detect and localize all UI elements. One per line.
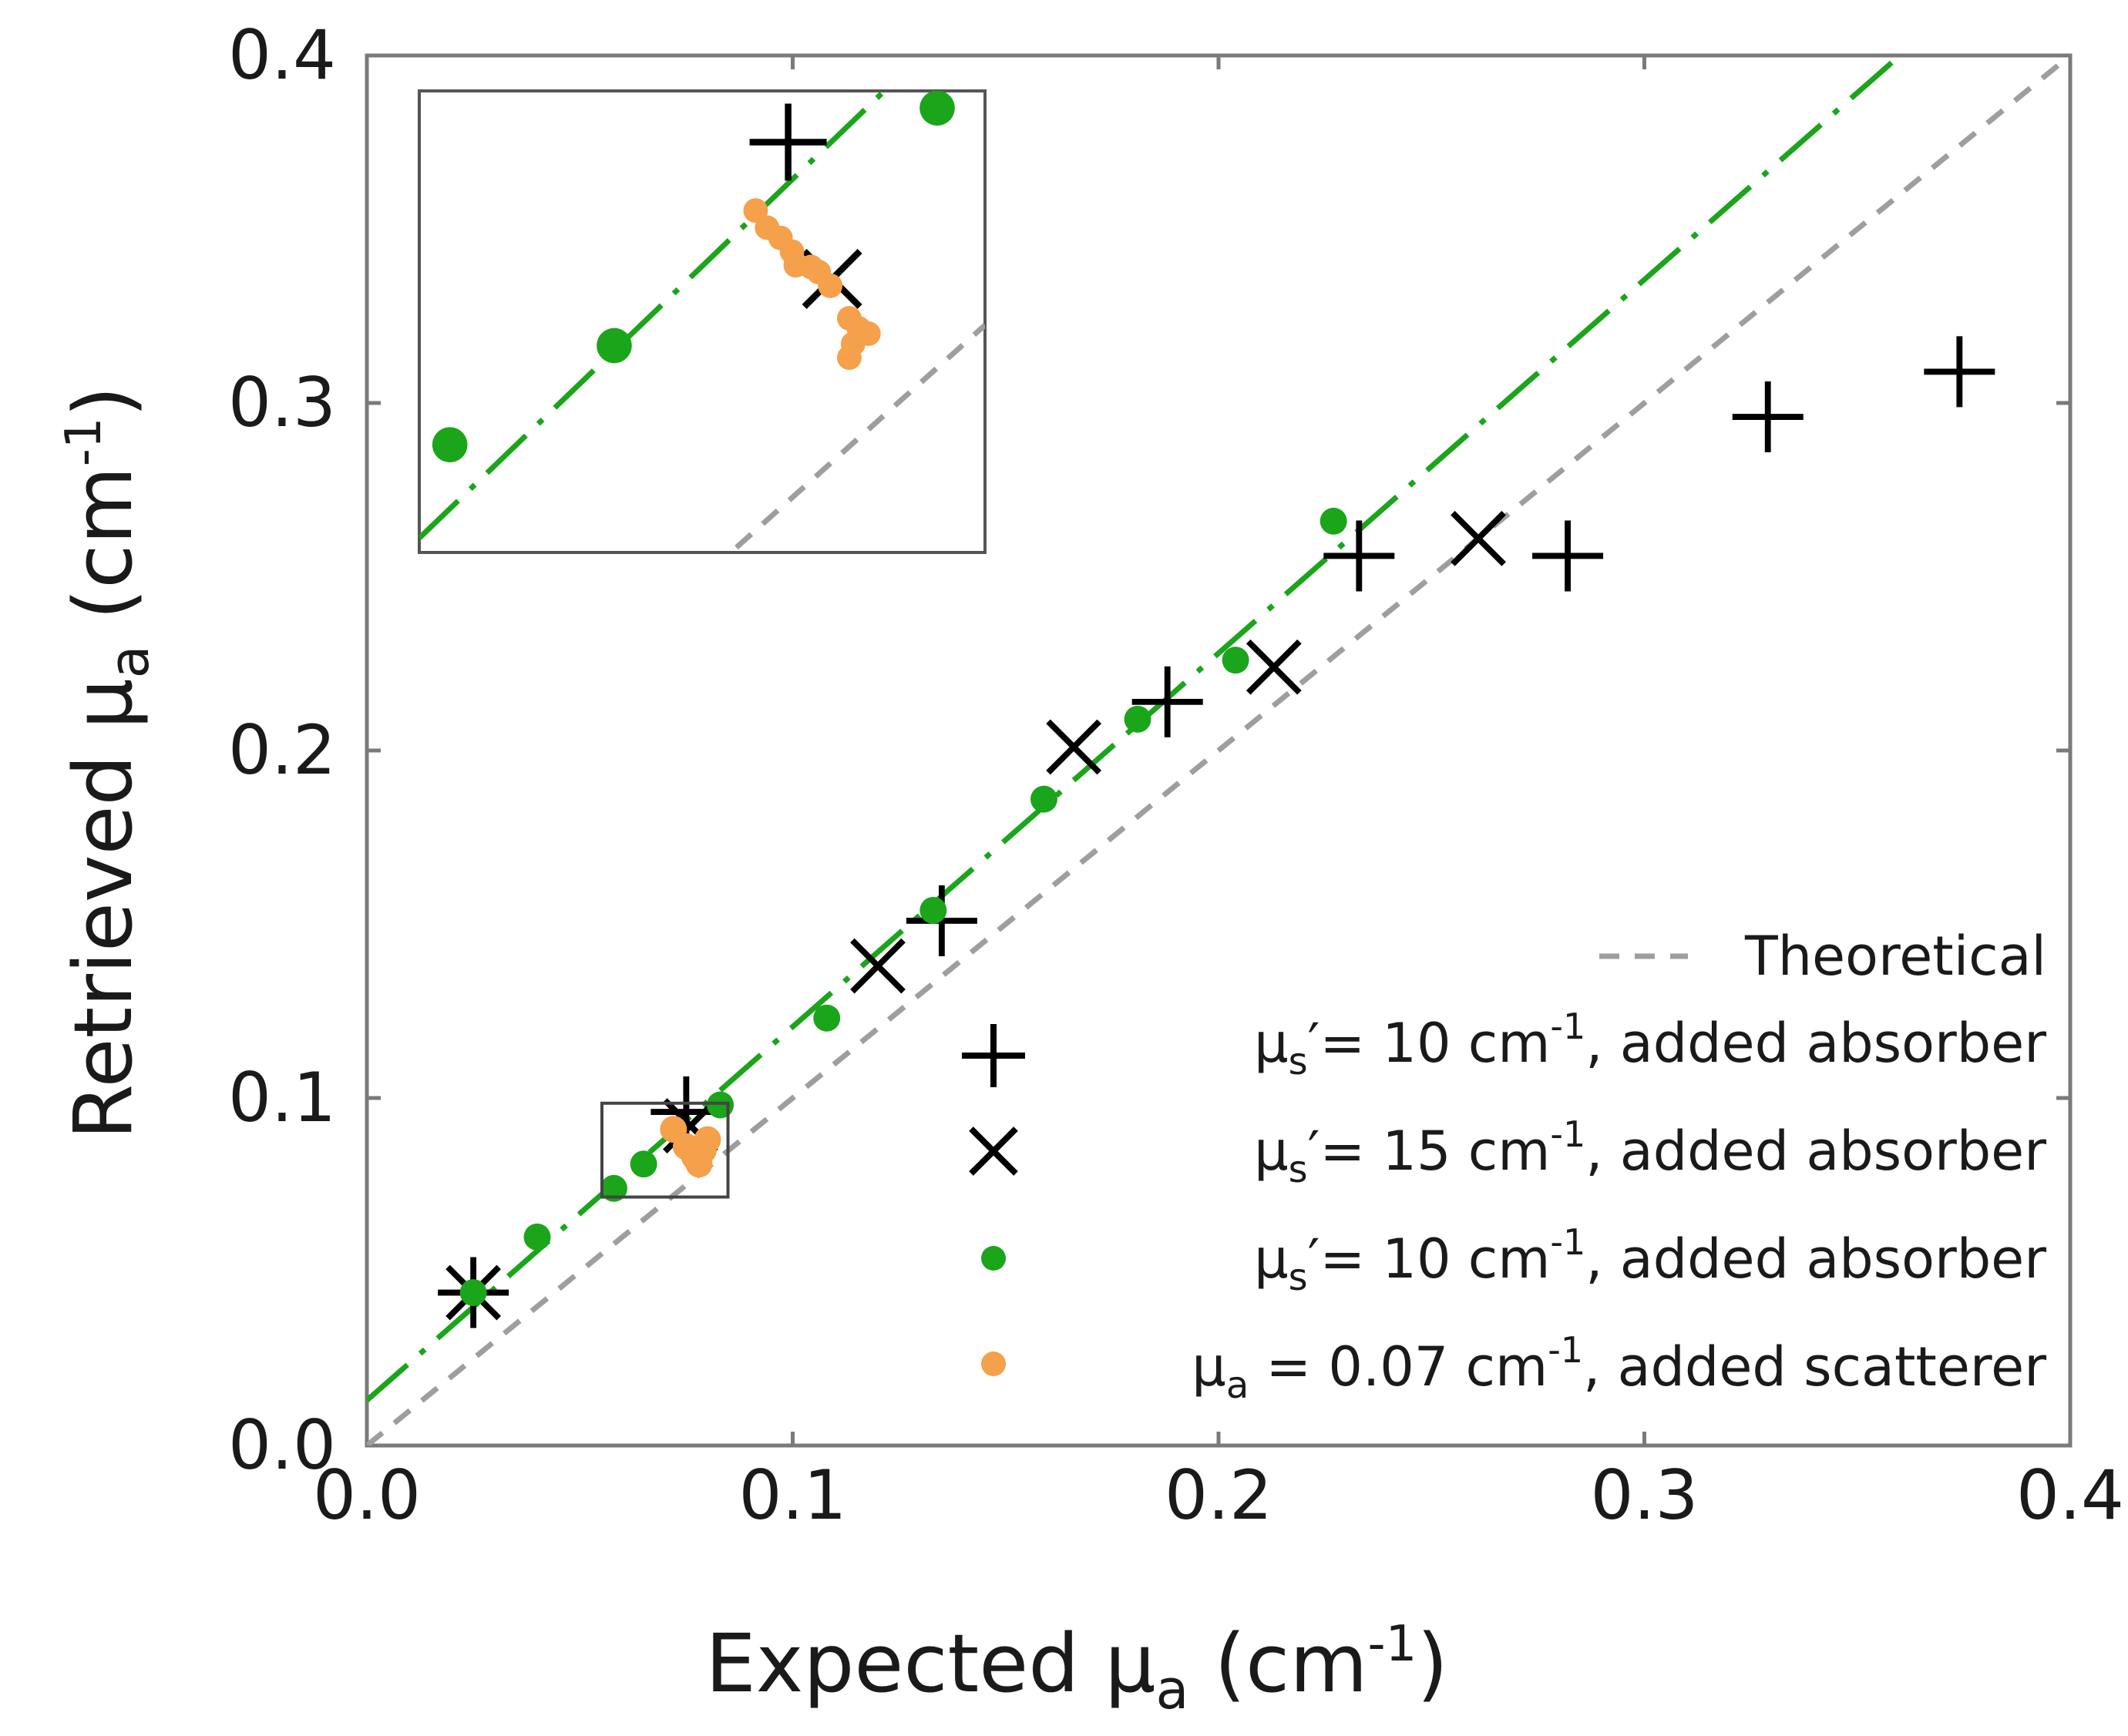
mus10_dot-point-0	[459, 1279, 487, 1307]
theoretical-line	[367, 55, 2070, 1446]
mus15_cross-point-5-b	[1451, 511, 1506, 566]
y-tick-label: 0.0	[228, 1405, 336, 1485]
y-tick-label: 0.4	[228, 15, 336, 95]
mus15_cross-point-3-b	[1046, 719, 1102, 775]
fit-line	[419, 91, 889, 540]
mua007_orange-point-4	[694, 1126, 721, 1153]
legend-plus-marker	[962, 1024, 1025, 1087]
legend-cross-marker	[969, 1127, 1018, 1176]
inset-mus10_dot-point-0	[432, 427, 468, 463]
mus10_dot-point-8	[1124, 705, 1151, 733]
inset-plot	[418, 89, 987, 554]
mus10_dot-point-9	[1222, 646, 1249, 674]
mus15_cross-point-4-b	[1246, 639, 1302, 695]
mus10_plus-point-3	[1131, 666, 1203, 737]
legend-cross-label: μs′= 15 cm-1, added absorber	[1254, 1113, 2046, 1191]
x-axis-title: Expected μa (cm-1)	[705, 1616, 1448, 1721]
x-tick-label: 0.3	[1591, 1456, 1699, 1535]
mus10_dot-point-4	[707, 1091, 735, 1119]
mus10_dot-point-3	[630, 1150, 657, 1178]
inset-source-box	[600, 1101, 730, 1199]
inset-mua007_orange-point-7	[818, 273, 843, 298]
legend: Theoretical μs′= 10 cm-1, added absorber…	[962, 925, 2046, 1407]
y-tick-label: 0.1	[228, 1058, 336, 1137]
inset-mus10_dot-point-1	[597, 327, 632, 364]
mus10_plus-point-4	[1323, 520, 1395, 592]
inset-content	[419, 91, 985, 552]
inset-mua007_orange-point-12	[836, 345, 862, 371]
mus10_dot-point-1	[523, 1223, 551, 1251]
legend-plus-label: μs′= 10 cm-1, added absorber	[1254, 1006, 2046, 1083]
x-tick-label: 0.1	[739, 1456, 847, 1535]
axes	[365, 53, 2073, 1448]
mus10_plus-point-5	[1532, 520, 1604, 592]
x-tick-label: 0.0	[313, 1456, 421, 1535]
mus15_cross-point-5	[1451, 511, 1506, 566]
legend-orange-dot-marker	[981, 1352, 1006, 1376]
mus10_dot-point-10	[1319, 507, 1347, 535]
legend-theoretical-label: Theoretical	[1744, 925, 2046, 988]
tick-labels: 0.00.0 0.1 0.1 0.2 0.2 0.3 0.3 0.4 0.4	[228, 15, 2124, 1535]
mus15_cross-point-2-b	[850, 938, 906, 994]
fit-line	[367, 55, 1904, 1403]
mua007_orange-point-5	[685, 1150, 713, 1178]
mus15_cross-point-4	[1246, 639, 1302, 695]
y-tick-label: 0.3	[228, 363, 336, 442]
data-points	[438, 336, 1995, 1328]
y-tick-label: 0.2	[228, 710, 336, 790]
mus15_cross-point-3	[1046, 719, 1102, 775]
inset-frame	[418, 89, 987, 554]
inset-mus10_dot-point-2	[919, 91, 955, 126]
mus10_dot-point-2	[600, 1174, 627, 1202]
y-axis-title: Retrieved μa (cm-1)	[55, 386, 161, 1140]
mus10_dot-point-7	[1030, 785, 1057, 813]
legend-green-dot-marker	[981, 1246, 1006, 1271]
mus10_plus-point-6	[1732, 381, 1804, 453]
reference-lines	[367, 55, 2070, 1446]
mus15_cross-point-2	[850, 938, 906, 994]
x-tick-label: 0.4	[2016, 1456, 2124, 1535]
inset-mus10_plus-point-0	[749, 103, 827, 181]
mus10_plus-point-7	[1924, 336, 1995, 408]
x-tick-label: 0.2	[1165, 1456, 1272, 1535]
mus10_dot-point-6	[919, 896, 947, 924]
legend-orange-dot-label: μa = 0.07 cm-1, added scatterer	[1192, 1329, 2046, 1407]
mus10_dot-point-5	[813, 1004, 841, 1032]
legend-green-dot-label: μs′= 10 cm-1, added absorber	[1254, 1221, 2046, 1299]
